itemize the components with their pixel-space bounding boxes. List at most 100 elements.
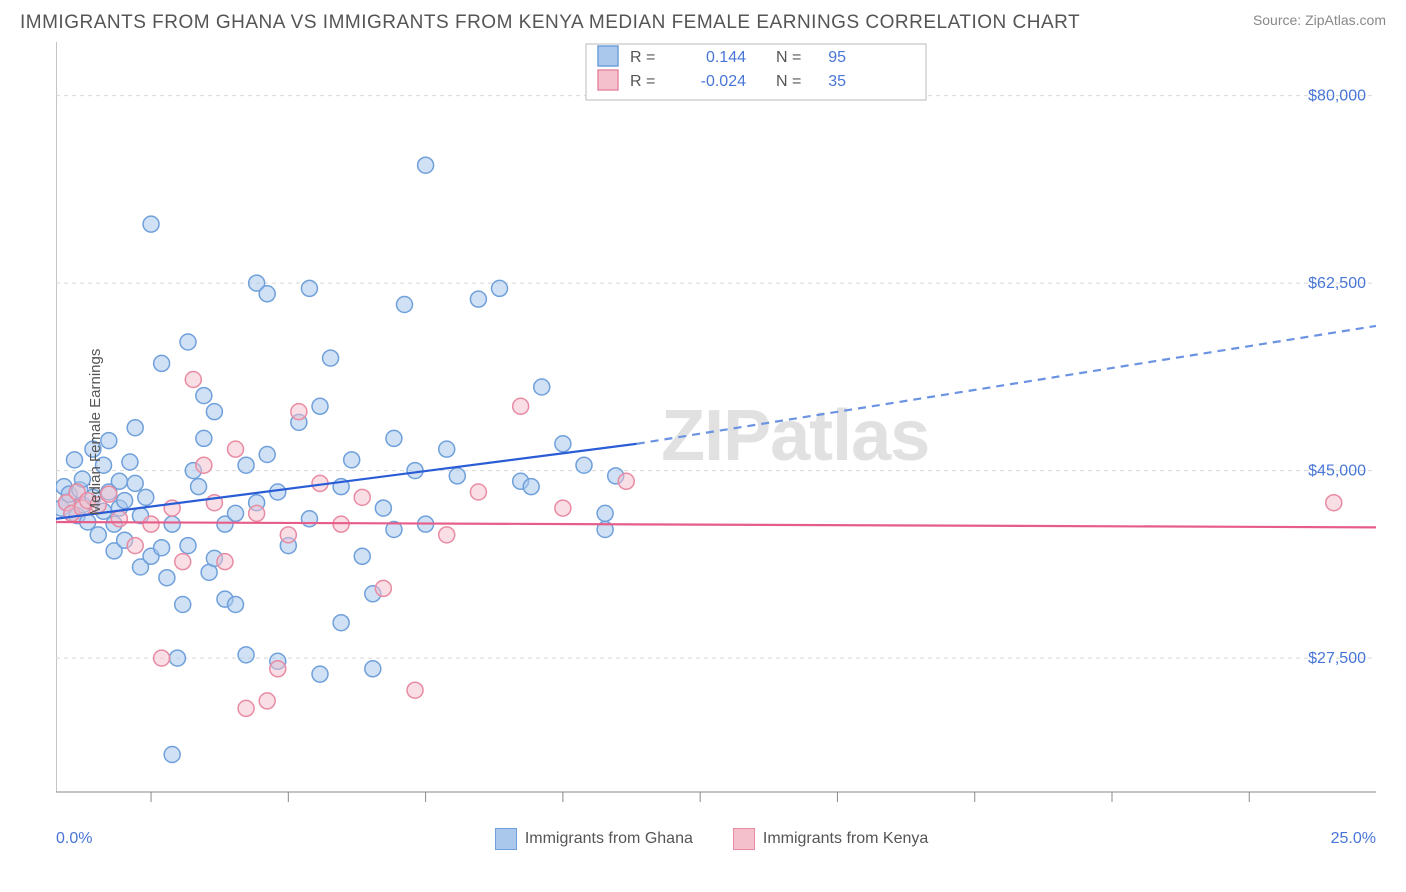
legend-r-label: R = — [630, 73, 655, 90]
data-point — [365, 661, 381, 677]
data-point — [154, 540, 170, 556]
data-point — [154, 355, 170, 371]
data-point — [154, 650, 170, 666]
data-point — [196, 430, 212, 446]
x-axis-left-label: 0.0% — [56, 830, 92, 848]
data-point — [90, 527, 106, 543]
watermark: ZIPatlas — [661, 396, 929, 476]
data-point — [1326, 495, 1342, 511]
data-point — [191, 479, 207, 495]
legend-r-value: -0.024 — [701, 73, 746, 90]
data-point — [407, 463, 423, 479]
data-point — [164, 747, 180, 763]
data-point — [270, 484, 286, 500]
legend-r-value: 0.144 — [706, 49, 746, 66]
y-tick-label: $80,000 — [1308, 88, 1366, 105]
bottom-legend: Immigrants from Ghana Immigrants from Ken… — [495, 828, 928, 850]
legend-n-label: N = — [776, 73, 801, 90]
data-point — [175, 597, 191, 613]
data-point — [259, 286, 275, 302]
legend-n-value: 35 — [828, 73, 846, 90]
legend-r-label: R = — [630, 49, 655, 66]
legend-n-label: N = — [776, 49, 801, 66]
y-tick-label: $62,500 — [1308, 275, 1366, 292]
data-point — [301, 511, 317, 527]
data-point — [169, 650, 185, 666]
data-point — [534, 379, 550, 395]
data-point — [127, 475, 143, 491]
source-label: Source: ZipAtlas.com — [1253, 12, 1386, 28]
data-point — [344, 452, 360, 468]
footer: 0.0% Immigrants from GhanaImmigrants fro… — [56, 822, 1376, 850]
data-point — [249, 505, 265, 521]
legend-n-value: 95 — [828, 49, 846, 66]
data-point — [196, 457, 212, 473]
data-point — [513, 398, 529, 414]
trend-line-extrapolated — [637, 326, 1376, 444]
data-point — [196, 388, 212, 404]
trend-line — [56, 522, 1376, 527]
data-point — [523, 479, 539, 495]
data-point — [354, 548, 370, 564]
data-point — [439, 441, 455, 457]
legend-label: Immigrants from Kenya — [763, 830, 928, 848]
data-point — [470, 484, 486, 500]
data-point — [175, 554, 191, 570]
data-point — [597, 505, 613, 521]
data-point — [618, 473, 634, 489]
data-point — [185, 372, 201, 388]
data-point — [259, 447, 275, 463]
data-point — [555, 436, 571, 452]
data-point — [117, 493, 133, 509]
data-point — [127, 420, 143, 436]
data-point — [407, 682, 423, 698]
header: IMMIGRANTS FROM GHANA VS IMMIGRANTS FROM… — [0, 0, 1406, 42]
chart-area: Median Female Earnings $27,500$45,000$62… — [56, 42, 1376, 822]
data-point — [396, 297, 412, 313]
data-point — [323, 350, 339, 366]
data-point — [111, 511, 127, 527]
y-axis-label: Median Female Earnings — [87, 349, 104, 516]
data-point — [228, 441, 244, 457]
data-point — [301, 280, 317, 296]
data-point — [111, 473, 127, 489]
data-point — [312, 666, 328, 682]
data-point — [238, 700, 254, 716]
data-point — [138, 489, 154, 505]
data-point — [375, 580, 391, 596]
data-point — [164, 516, 180, 532]
data-point — [492, 280, 508, 296]
data-point — [180, 334, 196, 350]
x-axis-right-label: 25.0% — [1331, 830, 1376, 848]
legend-swatch — [495, 828, 517, 850]
legend-item: Immigrants from Ghana — [495, 828, 693, 850]
data-point — [143, 516, 159, 532]
data-point — [122, 454, 138, 470]
data-point — [143, 216, 159, 232]
data-point — [270, 661, 286, 677]
data-point — [354, 489, 370, 505]
data-point — [333, 615, 349, 631]
data-point — [66, 452, 82, 468]
legend-swatch — [733, 828, 755, 850]
data-point — [386, 430, 402, 446]
data-point — [449, 468, 465, 484]
data-point — [259, 693, 275, 709]
legend-label: Immigrants from Ghana — [525, 830, 693, 848]
data-point — [375, 500, 391, 516]
scatter-chart: $27,500$45,000$62,500$80,000ZIPatlasR =0… — [56, 42, 1376, 822]
data-point — [291, 404, 307, 420]
data-point — [238, 647, 254, 663]
legend-swatch — [598, 70, 618, 90]
y-tick-label: $45,000 — [1308, 463, 1366, 480]
data-point — [206, 404, 222, 420]
data-point — [217, 554, 233, 570]
data-point — [439, 527, 455, 543]
chart-title: IMMIGRANTS FROM GHANA VS IMMIGRANTS FROM… — [20, 12, 1080, 34]
data-point — [576, 457, 592, 473]
data-point — [418, 157, 434, 173]
data-point — [312, 398, 328, 414]
legend-item: Immigrants from Kenya — [733, 828, 928, 850]
data-point — [159, 570, 175, 586]
data-point — [470, 291, 486, 307]
